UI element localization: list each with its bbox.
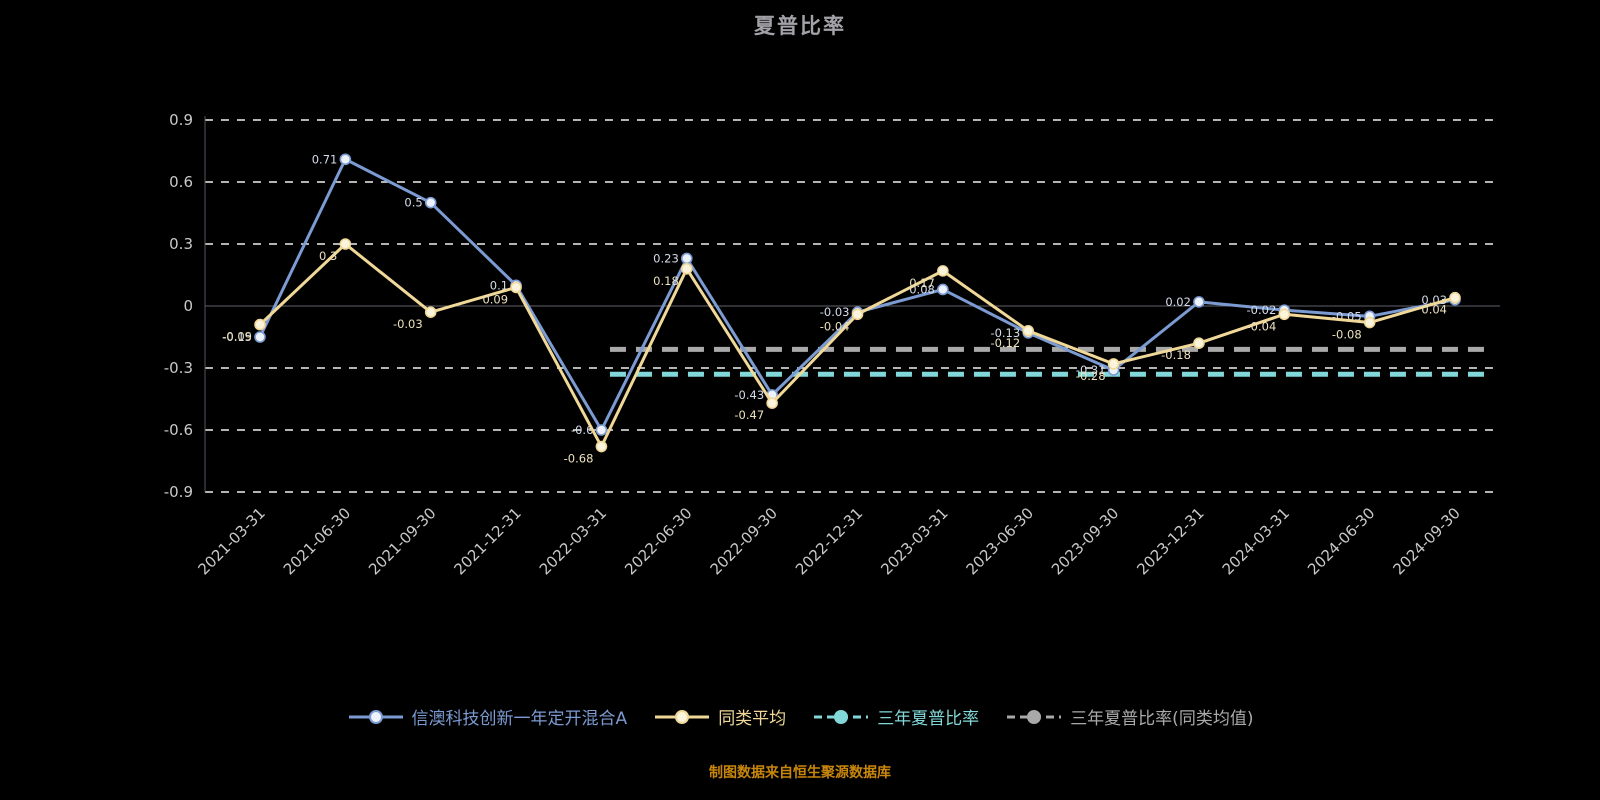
legend-item-1[interactable]: 同类平均 (653, 704, 786, 729)
legend: 信澳科技创新一年定开混合A 同类平均 三年夏普比率 三年夏普比率(同类均值) (0, 704, 1600, 729)
data-label: 0.09 (482, 292, 508, 306)
data-label: -0.08 (1332, 328, 1362, 342)
data-label: 0.02 (1165, 295, 1191, 309)
x-tick-label: 2022-03-31 (536, 504, 610, 578)
data-point-marker (680, 252, 693, 265)
data-point-marker (254, 331, 266, 343)
data-point-marker (937, 283, 949, 296)
data-label: -0.31 (1076, 363, 1106, 377)
data-point-marker (1022, 324, 1035, 337)
data-label: 0.3 (319, 249, 337, 263)
data-point-marker (680, 262, 693, 275)
x-tick-label: 2022-06-30 (621, 504, 695, 578)
data-label: 0.17 (909, 276, 935, 290)
data-label: -0.15 (222, 330, 252, 344)
y-tick-label: 0 (183, 297, 193, 315)
data-point-marker (1449, 291, 1461, 304)
y-tick-label: 0.6 (169, 173, 193, 191)
x-tick-label: 2024-09-30 (1389, 504, 1463, 578)
legend-label: 信澳科技创新一年定开混合A (411, 709, 628, 729)
data-point-marker (510, 281, 522, 294)
data-label: -0.04 (820, 319, 850, 333)
data-label: -0.6 (571, 423, 593, 437)
data-point-marker (339, 238, 352, 250)
data-point-marker (595, 440, 608, 453)
data-label: 0.5 (404, 196, 422, 210)
data-label: -0.12 (990, 336, 1020, 350)
series-line (258, 242, 1457, 449)
data-label: -0.28 (1076, 369, 1106, 383)
data-label: 0.1 (490, 278, 508, 292)
x-tick-label: 2021-03-31 (194, 504, 268, 578)
y-tick-label: -0.9 (164, 483, 193, 501)
series-line (258, 157, 1457, 432)
data-point-marker (937, 265, 949, 277)
data-label: -0.03 (820, 305, 850, 319)
data-point-marker (1193, 337, 1205, 350)
x-tick-label: 2024-06-30 (1304, 504, 1378, 578)
data-point-marker (339, 153, 352, 166)
data-label: -0.68 (564, 452, 594, 466)
data-source-note: 制图数据来自恒生聚源数据库 (709, 765, 891, 781)
x-tick-label: 2021-06-30 (280, 504, 354, 578)
y-tick-label: 0.9 (169, 111, 193, 129)
data-point-marker (595, 424, 608, 436)
x-tick-label: 2021-12-31 (451, 504, 525, 578)
x-tick-label: 2023-03-31 (877, 504, 951, 578)
data-point-marker (1107, 358, 1120, 370)
legend-marker-icon (1007, 709, 1062, 724)
chart-title: 夏普比率 (754, 14, 846, 38)
x-tick-label: 2023-06-30 (963, 504, 1037, 578)
y-tick-label: -0.3 (164, 359, 193, 377)
x-tick-label: 2023-09-30 (1048, 504, 1122, 578)
data-point-marker (766, 397, 778, 409)
y-tick-label: 0.3 (169, 235, 193, 253)
legend-marker-icon (348, 709, 403, 724)
x-tick-label: 2022-09-30 (707, 504, 781, 578)
legend-item-2[interactable]: 三年夏普比率 (812, 704, 979, 729)
data-label: -0.13 (990, 326, 1020, 340)
data-label: -0.43 (734, 388, 764, 402)
legend-label: 同类平均 (718, 709, 787, 729)
legend-item-0[interactable]: 信澳科技创新一年定开混合A (347, 704, 628, 729)
x-tick-label: 2022-12-31 (792, 504, 866, 578)
data-label: -0.47 (734, 408, 764, 422)
data-label: 0.04 (1421, 303, 1447, 317)
data-label: 0.23 (653, 251, 679, 265)
data-point-marker (424, 196, 437, 209)
data-label: -0.04 (1247, 319, 1277, 333)
data-label: 0.71 (312, 152, 338, 166)
data-point-marker (851, 308, 864, 321)
data-label: 0.18 (653, 274, 679, 288)
legend-label: 三年夏普比率 (877, 709, 980, 729)
data-point-marker (1193, 296, 1205, 308)
data-point-marker (1363, 316, 1376, 329)
data-label: -0.02 (1247, 303, 1277, 317)
legend-item-3[interactable]: 三年夏普比率(同类均值) (1005, 704, 1253, 729)
data-point-marker (424, 306, 437, 319)
data-label: -0.03 (393, 317, 423, 331)
y-tick-label: -0.6 (164, 421, 193, 439)
legend-marker-icon (814, 709, 869, 724)
data-label: -0.18 (1161, 348, 1191, 362)
data-label: -0.09 (222, 330, 252, 344)
x-tick-label: 2023-12-31 (1133, 504, 1207, 578)
x-tick-label: 2024-03-31 (1219, 504, 1293, 578)
x-tick-label: 2021-09-30 (365, 504, 439, 578)
legend-label: 三年夏普比率(同类均值) (1070, 709, 1254, 729)
legend-marker-icon (655, 709, 710, 724)
data-point-marker (254, 318, 266, 331)
data-point-marker (1278, 308, 1291, 321)
